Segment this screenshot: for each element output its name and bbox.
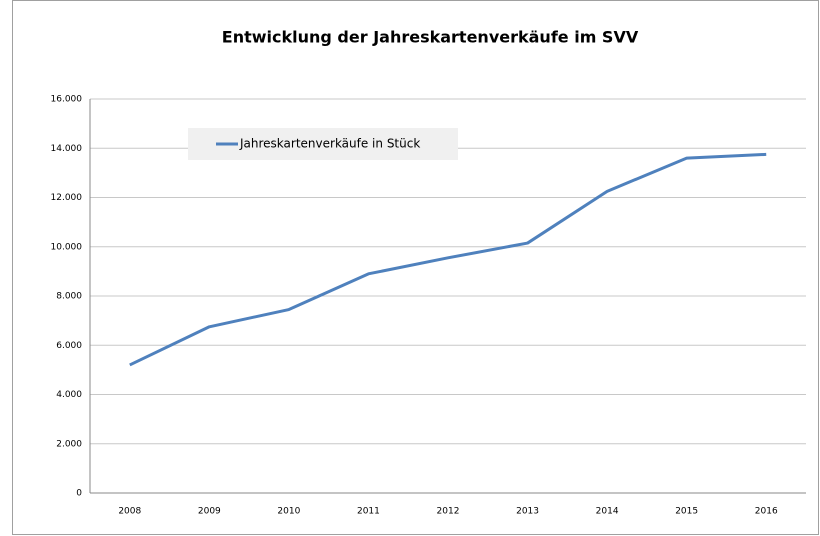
y-tick-label: 0	[76, 489, 82, 499]
y-tick-label: 8.000	[56, 292, 82, 302]
y-tick-label: 16.000	[51, 95, 83, 105]
y-tick-label: 14.000	[51, 144, 83, 154]
x-tick-label: 2009	[198, 507, 221, 517]
x-tick-label: 2008	[118, 507, 141, 517]
x-tick-label: 2013	[516, 507, 539, 517]
y-tick-label: 12.000	[51, 193, 83, 203]
chart-title: Entwicklung der Jahreskartenverkäufe im …	[222, 28, 639, 47]
y-tick-label: 2.000	[56, 439, 82, 449]
x-tick-label: 2015	[675, 507, 698, 517]
x-tick-label: 2014	[596, 507, 619, 517]
x-tick-label: 2012	[437, 507, 460, 517]
x-tick-label: 2010	[277, 507, 300, 517]
legend-label: Jahreskartenverkäufe in Stück	[239, 137, 420, 151]
chart-border	[12, 0, 819, 535]
x-tick-label: 2011	[357, 507, 380, 517]
y-tick-label: 10.000	[51, 242, 83, 252]
y-tick-label: 6.000	[56, 341, 82, 351]
data-line	[129, 152, 767, 367]
x-tick-label: 2016	[755, 507, 778, 517]
y-tick-label: 4.000	[56, 390, 82, 400]
